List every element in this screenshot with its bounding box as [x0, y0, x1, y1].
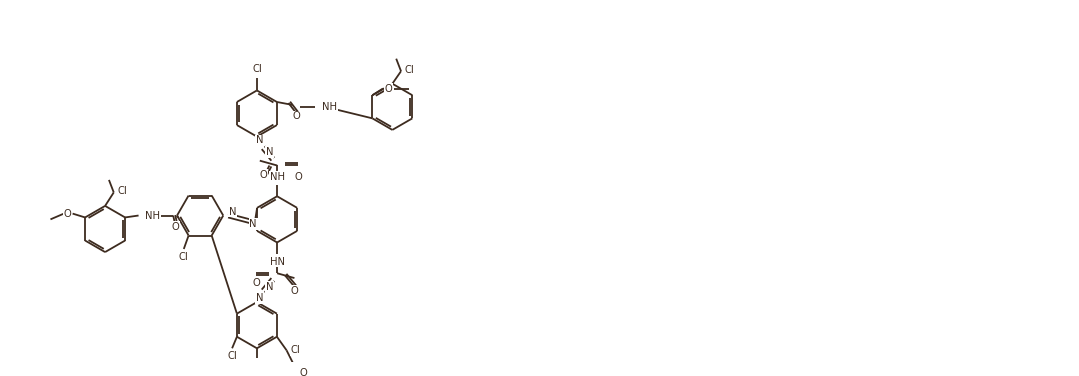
Text: O: O: [252, 278, 260, 288]
Text: O: O: [64, 209, 71, 218]
Text: N: N: [229, 207, 236, 217]
Text: O: O: [385, 83, 393, 94]
Text: Cl: Cl: [405, 65, 414, 75]
Text: Cl: Cl: [252, 64, 262, 74]
Text: Cl: Cl: [179, 252, 189, 262]
Text: N: N: [265, 282, 273, 292]
Text: N: N: [265, 147, 273, 157]
Text: O: O: [172, 222, 179, 232]
Text: O: O: [295, 172, 302, 182]
Text: O: O: [300, 368, 308, 376]
Text: NH: NH: [146, 211, 161, 220]
Text: N: N: [249, 219, 257, 229]
Text: N: N: [256, 293, 263, 303]
Text: N: N: [256, 135, 263, 146]
Text: O: O: [290, 285, 298, 296]
Text: O: O: [292, 111, 300, 121]
Text: Cl: Cl: [118, 186, 127, 197]
Text: Cl: Cl: [228, 351, 237, 361]
Text: NH: NH: [270, 172, 285, 182]
Text: Cl: Cl: [290, 345, 300, 355]
Text: NH: NH: [323, 102, 337, 112]
Text: HN: HN: [270, 257, 285, 267]
Text: O: O: [260, 170, 268, 180]
